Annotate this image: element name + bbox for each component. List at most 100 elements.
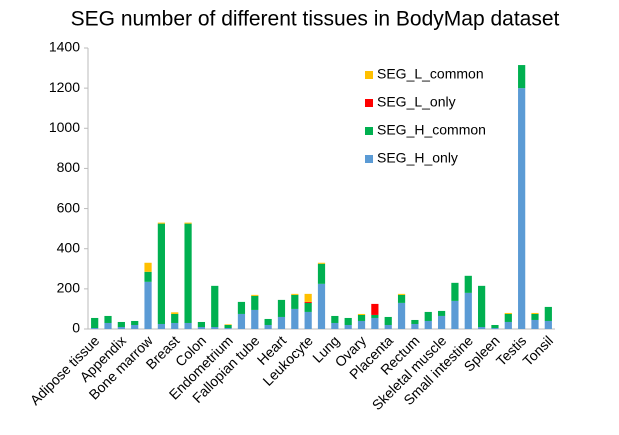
- bar-segment: [291, 294, 299, 309]
- bar-segment: [504, 312, 512, 314]
- legend-swatch: [365, 99, 373, 107]
- legend-label: SEG_L_only: [377, 94, 456, 110]
- bar-segment: [384, 324, 392, 329]
- bar-segment: [251, 294, 259, 296]
- bar-segment: [397, 302, 406, 329]
- y-tick-label: 800: [57, 159, 81, 175]
- bar-segment: [131, 320, 139, 325]
- bar-segment: [144, 262, 152, 272]
- legend-label: SEG_L_common: [377, 66, 484, 82]
- bar-segment: [224, 324, 232, 325]
- bar-segment: [451, 282, 459, 301]
- bar-segment: [531, 313, 539, 320]
- bar-segment: [264, 324, 272, 329]
- y-tick-label: 0: [72, 320, 80, 336]
- bar-segment: [171, 322, 179, 329]
- x-tick-label: Tonsil: [519, 332, 556, 369]
- bar-segment: [171, 312, 179, 314]
- bar-segment: [131, 324, 139, 329]
- bar-segment: [104, 315, 112, 323]
- bar-segment: [224, 324, 232, 328]
- bar-segment: [291, 293, 299, 295]
- bar-segment: [411, 323, 419, 329]
- bar-segment: [291, 308, 299, 329]
- bar-segment: [304, 311, 312, 329]
- bar-segment: [504, 313, 512, 322]
- bar-segment: [371, 314, 379, 318]
- bar-segment: [224, 327, 232, 329]
- legend-swatch: [365, 127, 373, 135]
- bar-segment: [424, 311, 432, 321]
- legend-swatch: [365, 155, 373, 163]
- bar-segment: [397, 294, 406, 303]
- bar-segment: [251, 309, 259, 329]
- bar-segment: [211, 285, 219, 327]
- chart-title: SEG number of different tissues in BodyM…: [71, 8, 560, 31]
- bar-segment: [237, 301, 246, 314]
- bar-segment: [544, 306, 552, 321]
- bar-segment: [411, 319, 419, 324]
- bar-segment: [451, 300, 459, 329]
- bar-segment: [184, 222, 192, 224]
- bar-segment: [371, 317, 379, 329]
- bar-segment: [237, 313, 246, 329]
- bar-segment: [304, 301, 312, 303]
- bar-segment: [171, 313, 179, 323]
- y-tick-label: 600: [57, 199, 81, 215]
- bar-segment: [491, 327, 499, 329]
- bar-segment: [304, 302, 312, 312]
- bar-segment: [357, 314, 366, 321]
- y-tick-label: 1200: [49, 79, 80, 95]
- bar-segment: [344, 317, 352, 325]
- legend-label: SEG_H_only: [377, 150, 458, 166]
- bar-segment: [478, 285, 486, 327]
- bar-segment: [277, 316, 286, 329]
- legend-label: SEG_H_common: [377, 122, 486, 138]
- bar-segment: [157, 222, 165, 224]
- bar-segment: [157, 323, 165, 329]
- bar-segment: [544, 320, 552, 329]
- bar-segment: [317, 283, 326, 329]
- bar-segment: [518, 65, 526, 89]
- bar-segment: [491, 324, 499, 328]
- y-tick-label: 1400: [49, 39, 80, 55]
- bar-segment: [397, 293, 406, 295]
- bar-segment: [144, 271, 152, 282]
- bar-segment: [184, 223, 192, 323]
- bar-segment: [304, 293, 312, 302]
- legend-swatch: [365, 71, 373, 79]
- bar-segment: [424, 320, 432, 329]
- bar-segment: [531, 312, 539, 314]
- bar-segment: [317, 262, 326, 264]
- bar-segment: [104, 322, 112, 329]
- bar-segment: [264, 318, 272, 325]
- bar-segment: [197, 326, 206, 329]
- bar-segment: [437, 310, 446, 316]
- bar-segment: [531, 319, 539, 329]
- bar-segment: [464, 292, 472, 329]
- bar-segment: [371, 303, 379, 315]
- bar-segment: [331, 322, 339, 329]
- y-tick-label: 1000: [49, 119, 80, 135]
- bar-segment: [504, 321, 512, 329]
- bar-segment: [197, 321, 206, 327]
- bar-segment: [251, 295, 259, 310]
- y-tick-label: 400: [57, 239, 81, 255]
- bar-segment: [437, 315, 446, 329]
- y-tick-label: 200: [57, 280, 81, 296]
- bar-segment: [518, 88, 526, 330]
- bar-segment: [478, 326, 486, 329]
- bar-segment: [357, 320, 366, 329]
- bar-segment: [144, 281, 152, 329]
- bar-segment: [384, 316, 392, 325]
- bar-segment: [317, 263, 326, 284]
- bar-segment: [117, 321, 125, 327]
- bar-segment: [157, 223, 165, 324]
- bar-segment: [117, 326, 125, 329]
- bar-segment: [331, 315, 339, 323]
- bar-segment: [357, 313, 366, 315]
- bar-segment: [91, 327, 99, 329]
- bar-segment: [344, 324, 352, 329]
- bar-segment: [277, 299, 286, 317]
